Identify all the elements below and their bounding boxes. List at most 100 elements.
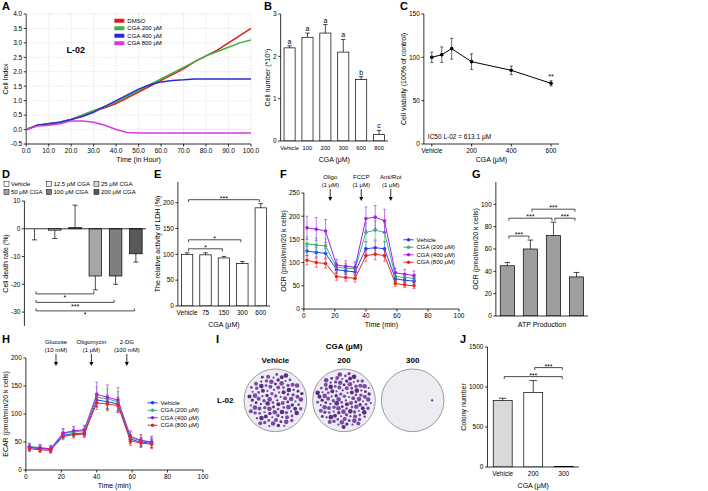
y-tick-label: 1.0 [13,97,22,104]
significance-letter: a [306,25,310,32]
colony [358,418,361,421]
colony [342,425,346,429]
colony [276,386,280,390]
colony [261,389,265,393]
bar [320,33,331,141]
x-axis [487,467,579,468]
colony [253,411,256,414]
colony [353,410,356,413]
point [403,283,407,287]
colony [348,396,350,398]
y-tick-label: 0.5 [13,111,22,118]
y-tick-label: -20 [11,281,21,288]
x-axis-title: Time (in Hour) [116,156,160,164]
colony [337,411,340,414]
panel: EThe relative activity of LDH (%)0501001… [154,168,270,329]
dish [381,369,444,432]
point [61,435,65,439]
error-bar [150,440,153,449]
error-bar [383,250,386,261]
x-axis [496,316,588,317]
colony [262,399,265,402]
colony [268,425,270,427]
error-bar [39,445,42,452]
point [83,432,87,436]
x-tick-label: 100 [198,473,209,480]
colony [284,373,289,378]
y-axis-title: The relative activity of LDH (%) [154,196,162,292]
column-label: Vehicle [262,356,290,365]
point [383,219,387,223]
significance-letter: c [377,122,381,129]
error-bar [335,273,338,280]
error-bar [430,52,433,62]
colony [334,401,339,406]
legend-swatch [94,182,99,187]
colony [354,385,357,388]
colony [258,412,261,415]
x-axis-title: Time (min) [98,482,131,490]
colony [355,393,358,396]
colony [282,386,285,389]
error-bar [95,382,98,407]
legend-swatch-marker [151,416,155,420]
colony [332,406,335,409]
point [450,47,454,51]
plot-marks [430,38,553,86]
column-label: 200 [337,356,351,365]
colony [322,405,327,410]
colony [282,390,286,394]
plot-marks [32,205,142,290]
colony [300,392,303,395]
colony [337,424,339,426]
error-bar [287,46,291,48]
annotation: (1 μM) [382,182,399,188]
plot-marks [500,222,583,316]
x-tick-label: 50.0 [132,147,145,154]
dish-plate [244,369,307,432]
y-tick-label: 3.5 [13,25,22,32]
legend: VehicleCGA (200 μM)CGA (400 μM)CGA (800 … [148,400,199,429]
plot-marks [493,381,573,467]
x-tick-label: 100 [303,145,314,151]
bar [237,264,248,306]
series-line [307,230,414,278]
panel-letter: B [264,0,272,12]
colony [291,383,295,387]
panel-letter: C [400,0,408,12]
colony [295,383,300,388]
y-axis [303,193,304,309]
colony [278,391,280,393]
colony [358,384,362,388]
y-tick-label: 2.0 [13,68,22,75]
colony [265,384,268,387]
colony [321,415,324,418]
colony [257,397,261,401]
legend-swatch [46,190,51,195]
point [335,263,339,267]
colony [280,410,285,415]
significance-label: *** [561,213,569,220]
colony [273,389,275,391]
colony [356,422,360,426]
legend-swatch-marker [407,245,411,249]
colony [359,393,362,396]
significance-letter: a [288,38,292,45]
error-bar [324,219,327,242]
x-tick-label: 0.0 [22,147,31,154]
x-tick-label: 80 [424,312,432,319]
colony [290,410,292,412]
y-tick-label: 200 [163,199,174,206]
colony [268,385,272,389]
legend-label: 100 μM CGA [53,189,88,195]
error-bar [505,262,511,265]
colony [370,402,372,404]
x-tick-label: 200 [466,147,477,154]
error-bar [203,253,208,255]
series-line [29,403,151,451]
x-tick-label: 150 [219,309,230,316]
colony [343,417,347,421]
y-axis-title: Cell death rate (%) [2,234,10,292]
legend-swatch [114,19,124,23]
colony [289,397,294,402]
